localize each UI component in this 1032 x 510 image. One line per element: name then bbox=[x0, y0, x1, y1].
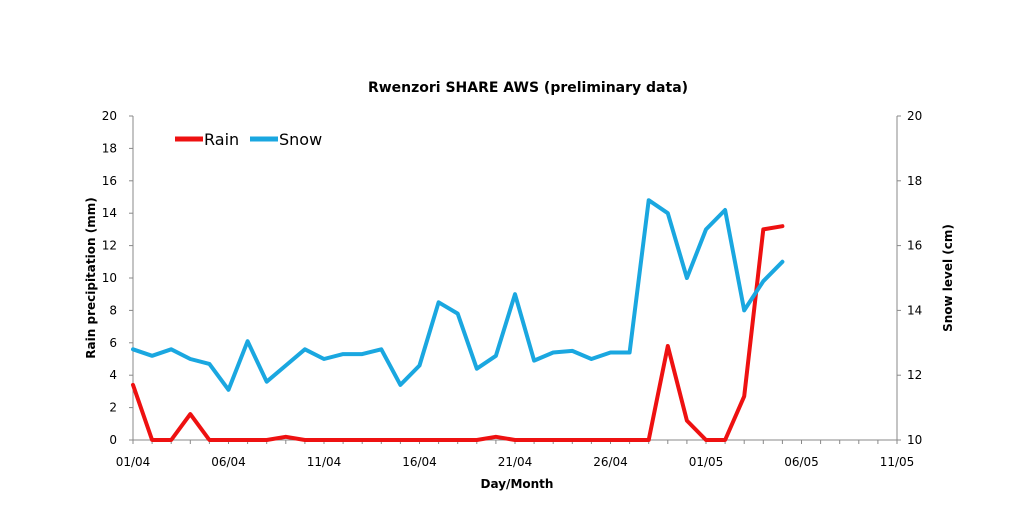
x-tick-label: 06/04 bbox=[211, 455, 246, 469]
legend: Rain Snow bbox=[175, 130, 322, 149]
y-tick-label: 0 bbox=[109, 433, 117, 447]
y-tick-label: 8 bbox=[109, 303, 117, 317]
series-line-snow bbox=[131, 198, 785, 392]
x-tick-label: 26/04 bbox=[593, 455, 628, 469]
series-line-rain bbox=[131, 224, 785, 442]
y-tick-label: 4 bbox=[109, 368, 117, 382]
y2-tick-label: 14 bbox=[907, 303, 922, 317]
x-tick-label: 01/04 bbox=[116, 455, 151, 469]
y-tick-label: 20 bbox=[102, 109, 117, 123]
y-tick-label: 2 bbox=[109, 401, 117, 415]
series-lines bbox=[131, 198, 785, 442]
y-tick-label: 6 bbox=[109, 336, 117, 350]
legend-label-snow: Snow bbox=[279, 130, 322, 149]
chart-title: Rwenzori SHARE AWS (preliminary data) bbox=[368, 80, 688, 96]
x-tick-label: 11/05 bbox=[880, 455, 915, 469]
x-tick-label: 06/05 bbox=[784, 455, 819, 469]
y-axis-label: Rain precipitation (mm) bbox=[84, 197, 98, 358]
axes bbox=[129, 115, 901, 444]
y-tick-label: 12 bbox=[102, 239, 117, 253]
tick-labels: 0 2 4 6 8 10 12 14 16 18 20 10 12 14 16 18 20 01/04 06/04 1… bbox=[102, 109, 923, 469]
y-tick-label: 16 bbox=[102, 174, 117, 188]
y2-tick-label: 10 bbox=[907, 433, 922, 447]
x-tick-label: 16/04 bbox=[402, 455, 437, 469]
x-tick-label: 11/04 bbox=[307, 455, 342, 469]
y2-axis-label: Snow level (cm) bbox=[941, 224, 955, 332]
y2-tick-label: 16 bbox=[907, 239, 922, 253]
x-tick-label: 21/04 bbox=[498, 455, 533, 469]
y-tick-label: 18 bbox=[102, 141, 117, 155]
x-tick-label: 01/05 bbox=[689, 455, 724, 469]
y-tick-label: 14 bbox=[102, 206, 117, 220]
y2-tick-label: 20 bbox=[907, 109, 922, 123]
x-axis-label: Day/Month bbox=[481, 477, 554, 491]
y-tick-label: 10 bbox=[102, 271, 117, 285]
y2-tick-label: 12 bbox=[907, 368, 922, 382]
y2-tick-label: 18 bbox=[907, 174, 922, 188]
legend-label-rain: Rain bbox=[204, 130, 239, 149]
